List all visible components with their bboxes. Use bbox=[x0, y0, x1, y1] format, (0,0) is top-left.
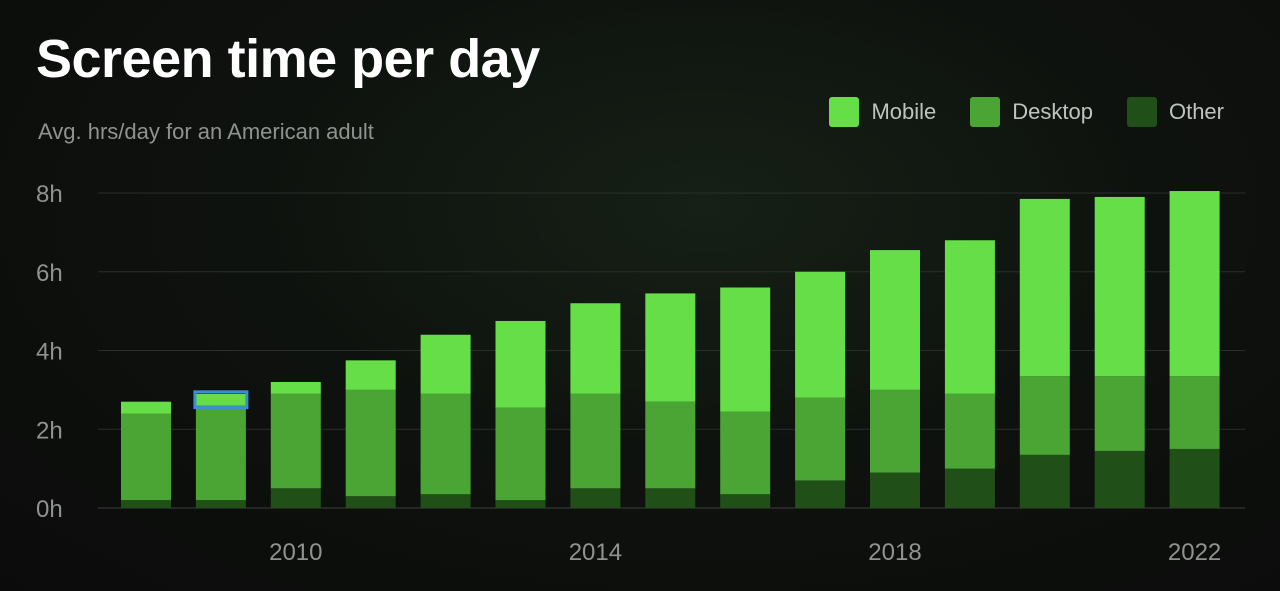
bar-mobile-2008[interactable] bbox=[121, 401, 171, 414]
y-tick-label: 6h bbox=[36, 260, 63, 287]
legend-item-desktop: Desktop bbox=[970, 97, 1093, 127]
bar-desktop-2017[interactable] bbox=[795, 397, 846, 481]
bar-desktop-2019[interactable] bbox=[944, 393, 995, 469]
bar-mobile-2015[interactable] bbox=[645, 293, 696, 402]
bar-mobile-2020[interactable] bbox=[1019, 198, 1070, 377]
bar-mobile-2017[interactable] bbox=[795, 271, 846, 398]
selection-highlight bbox=[193, 390, 249, 410]
bar-desktop-2022[interactable] bbox=[1169, 376, 1220, 449]
y-tick-label: 2h bbox=[36, 417, 63, 444]
bar-mobile-2011[interactable] bbox=[345, 360, 396, 390]
bar-other-2015[interactable] bbox=[645, 488, 696, 508]
x-tick-label: 2022 bbox=[1168, 539, 1221, 566]
bar-other-2008[interactable] bbox=[121, 500, 171, 508]
bar-desktop-2016[interactable] bbox=[720, 411, 771, 495]
legend-label-other: Other bbox=[1168, 99, 1224, 124]
bar-desktop-2021[interactable] bbox=[1094, 376, 1145, 451]
bar-mobile-2009[interactable] bbox=[195, 393, 246, 406]
legend-swatch-other bbox=[1126, 97, 1157, 127]
bar-desktop-2015[interactable] bbox=[645, 401, 696, 489]
bar-mobile-2010[interactable] bbox=[270, 382, 321, 394]
x-tick-label: 2018 bbox=[868, 539, 921, 566]
bar-desktop-2014[interactable] bbox=[570, 393, 621, 489]
bar-other-2010[interactable] bbox=[270, 488, 321, 508]
legend-label-mobile: Mobile bbox=[871, 99, 937, 124]
legend-swatch-mobile bbox=[829, 97, 860, 127]
bar-other-2022[interactable] bbox=[1169, 448, 1220, 508]
bar-mobile-2018[interactable] bbox=[870, 250, 920, 390]
bar-other-2016[interactable] bbox=[720, 494, 771, 508]
bar-other-2021[interactable] bbox=[1094, 450, 1145, 508]
y-tick-label: 0h bbox=[36, 496, 63, 523]
bar-mobile-2013[interactable] bbox=[495, 320, 546, 408]
legend-item-other: Other bbox=[1126, 97, 1224, 127]
bar-mobile-2014[interactable] bbox=[570, 303, 621, 394]
x-tick-label: 2014 bbox=[569, 539, 622, 566]
bar-layer bbox=[121, 191, 1220, 508]
legend: Mobile Desktop Other bbox=[829, 97, 1224, 127]
legend-label-desktop: Desktop bbox=[1012, 99, 1093, 124]
y-tick-label: 8h bbox=[36, 181, 63, 208]
bar-other-2014[interactable] bbox=[570, 488, 621, 508]
label-layer: 0h 2h 4h 6h 8h 2010 2014 2018 2022 bbox=[36, 181, 1221, 566]
bar-other-2020[interactable] bbox=[1019, 454, 1070, 508]
bar-desktop-2012[interactable] bbox=[420, 393, 471, 495]
bar-other-2012[interactable] bbox=[420, 494, 471, 508]
bar-other-2017[interactable] bbox=[795, 480, 846, 508]
chart-subtitle: Avg. hrs/day for an American adult bbox=[38, 119, 374, 144]
bar-other-2009[interactable] bbox=[195, 500, 246, 508]
bar-desktop-2020[interactable] bbox=[1019, 376, 1070, 455]
legend-item-mobile: Mobile bbox=[829, 97, 936, 127]
x-tick-label: 2010 bbox=[269, 539, 322, 566]
bar-other-2013[interactable] bbox=[495, 500, 546, 508]
bar-other-2019[interactable] bbox=[944, 468, 995, 508]
bar-mobile-2022[interactable] bbox=[1169, 191, 1220, 377]
bar-other-2018[interactable] bbox=[870, 472, 920, 508]
bar-mobile-2016[interactable] bbox=[720, 287, 771, 412]
bar-desktop-2008[interactable] bbox=[121, 413, 171, 501]
bar-desktop-2013[interactable] bbox=[495, 407, 546, 501]
bar-desktop-2011[interactable] bbox=[345, 389, 396, 497]
bar-mobile-2012[interactable] bbox=[420, 334, 471, 394]
bar-mobile-2021[interactable] bbox=[1094, 196, 1145, 377]
chart-title: Screen time per day bbox=[36, 29, 540, 89]
y-tick-label: 4h bbox=[36, 339, 63, 366]
bar-desktop-2010[interactable] bbox=[270, 393, 321, 489]
bar-mobile-2019[interactable] bbox=[944, 240, 995, 394]
legend-swatch-desktop bbox=[970, 97, 1001, 127]
bar-other-2011[interactable] bbox=[345, 496, 396, 508]
bar-desktop-2018[interactable] bbox=[870, 389, 920, 473]
bar-desktop-2009[interactable] bbox=[195, 405, 246, 501]
